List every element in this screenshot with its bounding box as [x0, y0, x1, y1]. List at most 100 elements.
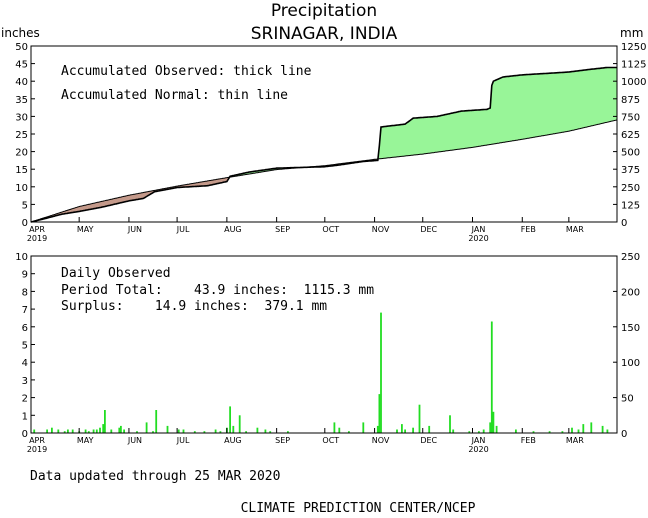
accumulated-left-tick-label: 20: [15, 148, 28, 159]
accumulated-panel: 0510152025303540455001252503755006257508…: [15, 42, 646, 243]
daily-bar: [376, 425, 379, 433]
daily-right-tick-label: 0: [621, 429, 627, 440]
accumulated-month-label: NOV: [372, 225, 390, 234]
daily-month-label: AUG: [224, 436, 242, 445]
accumulated-right-tick-label: 250: [621, 183, 640, 194]
accumulated-right-tick-label: 375: [621, 165, 640, 176]
daily-bar: [118, 427, 121, 433]
daily-bar: [136, 431, 138, 433]
accumulated-left-tick-label: 25: [15, 130, 28, 141]
accumulated-left-tick-label: 40: [15, 77, 28, 88]
daily-month-label: JUL: [176, 436, 190, 445]
daily-bar: [548, 431, 551, 433]
daily-bar: [492, 411, 495, 433]
daily-bar: [577, 429, 580, 433]
accumulated-line-layer: [30, 66, 618, 223]
daily-bar: [418, 404, 421, 433]
daily-bar: [264, 429, 267, 433]
daily-bar: [166, 425, 169, 433]
daily-bar: [571, 427, 573, 433]
daily-bar: [33, 429, 36, 433]
daily-bar: [333, 422, 336, 433]
daily-bar: [396, 429, 398, 433]
accumulated-year-label: 2020: [468, 234, 488, 243]
daily-bar: [380, 312, 382, 433]
daily-month-label: MAY: [77, 436, 94, 445]
accumulated-month-label: MAY: [77, 225, 94, 234]
daily-month-label: DEC: [420, 436, 437, 445]
daily-left-tick-label: 5: [22, 341, 28, 352]
daily-bar: [482, 429, 485, 433]
daily-bar: [71, 429, 74, 433]
daily-bar: [193, 431, 196, 433]
daily-bar: [449, 415, 451, 433]
daily-bar: [348, 431, 350, 433]
left-unit-label: inches: [1, 26, 40, 40]
daily-right-tick-label: 50: [621, 394, 634, 405]
daily-bar: [515, 429, 517, 433]
daily-bar: [92, 429, 95, 433]
daily-bar: [120, 425, 122, 433]
surplus-text: Surplus: 14.9 inches: 379.1 mm: [61, 299, 327, 314]
accumulated-axis-ticks: 0510152025303540455001252503755006257508…: [15, 42, 646, 243]
daily-bar: [256, 427, 259, 433]
accumulated-month-label: FEB: [521, 225, 536, 234]
daily-month-label: NOV: [372, 436, 390, 445]
daily-bar: [51, 427, 53, 433]
daily-bar: [87, 431, 90, 433]
accumulated-right-tick-label: 1125: [621, 60, 646, 71]
daily-month-label: APR: [29, 436, 45, 445]
accumulated-right-tick-label: 0: [621, 218, 627, 229]
accumulated-left-tick-label: 30: [15, 112, 28, 123]
accumulated-left-tick-label: 10: [15, 183, 28, 194]
normal-line: [30, 119, 618, 223]
daily-left-tick-label: 3: [22, 376, 28, 387]
daily-bar: [110, 429, 113, 433]
accumulated-year-label: 2019: [27, 234, 47, 243]
daily-bar: [123, 429, 125, 433]
surplus-area-4: [378, 67, 617, 159]
daily-bar: [590, 422, 593, 433]
credit-line: CLIMATE PREDICTION CENTER/NCEP: [241, 501, 476, 516]
daily-bar: [489, 422, 492, 433]
accumulated-left-tick-label: 45: [15, 60, 28, 71]
daily-bar: [104, 410, 106, 433]
daily-left-tick-label: 4: [22, 358, 28, 369]
daily-left-tick-label: 2: [22, 394, 28, 405]
accumulated-right-tick-label: 500: [621, 148, 640, 159]
daily-month-label: JUN: [127, 436, 142, 445]
daily-bar: [46, 429, 48, 433]
daily-bar: [67, 429, 69, 433]
daily-left-tick-label: 6: [22, 323, 28, 334]
daily-left-tick-label: 0: [22, 429, 28, 440]
daily-right-tick-label: 150: [621, 323, 640, 334]
daily-bar: [490, 321, 493, 433]
daily-bar: [338, 427, 341, 433]
daily-left-tick-label: 10: [15, 252, 28, 263]
accumulated-right-tick-label: 875: [621, 95, 640, 106]
accumulated-month-label: OCT: [322, 225, 339, 234]
accumulated-month-label: JUN: [127, 225, 142, 234]
legend-normal: Accumulated Normal: thin line: [61, 88, 288, 103]
daily-bar: [238, 415, 241, 433]
daily-bar: [155, 410, 158, 433]
daily-bar: [84, 429, 87, 433]
daily-left-tick-label: 7: [22, 305, 28, 316]
accumulated-left-tick-label: 15: [15, 165, 28, 176]
accumulated-month-label: DEC: [420, 225, 437, 234]
daily-month-label: SEP: [275, 436, 290, 445]
observed-line: [30, 66, 617, 223]
daily-bar: [63, 431, 66, 433]
daily-bar: [478, 431, 480, 433]
daily-left-tick-label: 9: [22, 270, 28, 281]
daily-month-label: FEB: [521, 436, 536, 445]
daily-month-label: OCT: [322, 436, 339, 445]
daily-bar: [219, 431, 222, 433]
daily-month-label: MAR: [566, 436, 584, 445]
daily-bar: [145, 422, 148, 433]
daily-left-tick-label: 8: [22, 287, 28, 298]
accumulated-left-tick-label: 5: [22, 200, 28, 211]
